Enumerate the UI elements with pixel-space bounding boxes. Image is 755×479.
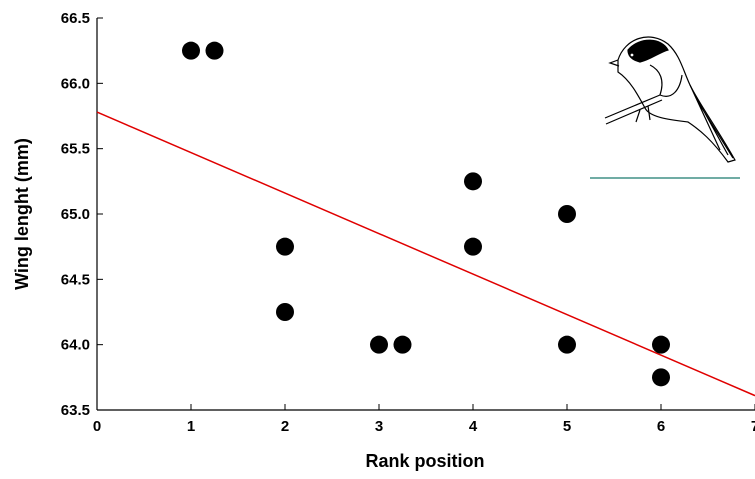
bird-illustration [604,36,736,163]
y-tick-label: 63.5 [61,402,90,419]
point [182,41,200,60]
point [464,172,482,191]
point [558,205,576,223]
x-tick-label: 0 [93,418,101,435]
x-tick-label: 3 [375,418,383,435]
point [393,335,412,354]
point [464,237,482,256]
y-tick-label: 64.5 [61,271,90,288]
x-axis-title: Rank position [365,451,484,471]
point [558,335,576,354]
point [652,335,670,354]
y-tick-label: 65.0 [61,206,90,223]
x-tick-label: 7 [751,418,755,435]
x-tick-label: 4 [469,418,478,435]
y-tick-label: 66.0 [61,75,90,92]
point [276,303,294,321]
point [276,237,294,256]
y-tick-label: 64.0 [61,337,90,354]
point [205,41,224,60]
x-tick-label: 5 [563,418,571,435]
trend-line [96,111,755,397]
y-axis-title: Wing lenght (mm) [12,138,32,290]
point [652,368,670,387]
x-tick-label: 2 [281,418,289,435]
y-tick-label: 65.5 [61,141,90,158]
x-tick-label: 6 [657,418,665,435]
x-tick-label: 1 [187,418,195,435]
y-tick-label: 66.5 [61,10,90,27]
point [370,335,388,354]
